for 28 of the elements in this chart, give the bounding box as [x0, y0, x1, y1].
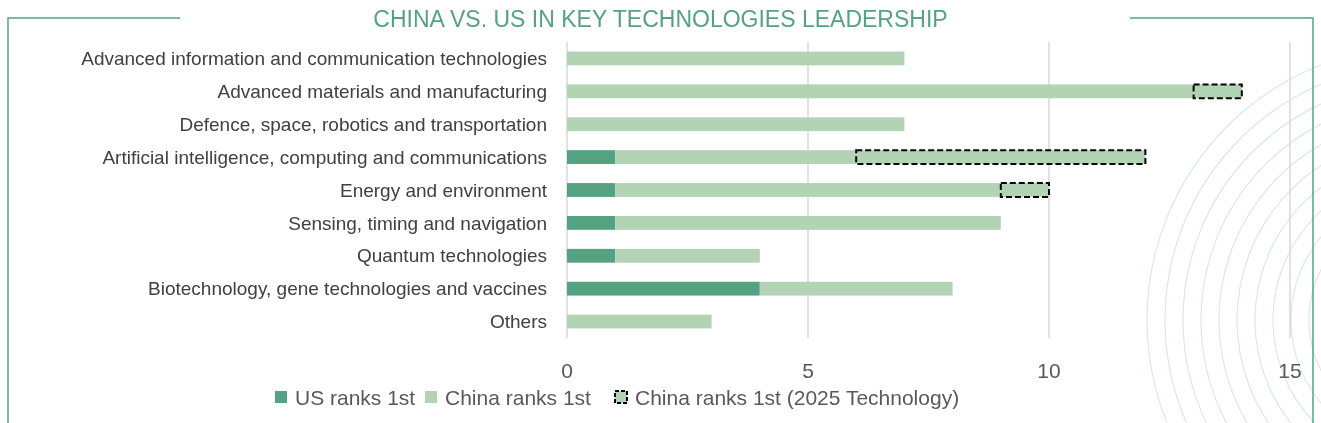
y-tick-label: Defence, space, robotics and transportation: [179, 113, 547, 135]
y-tick-label: Advanced information and communication technologies: [81, 48, 547, 70]
bar: [615, 215, 1001, 230]
bar: [615, 248, 760, 263]
x-tick-label: 10: [1037, 359, 1061, 382]
bar: [567, 314, 712, 329]
bar: [567, 117, 905, 132]
y-tick-label: Advanced materials and manufacturing: [217, 80, 547, 102]
bar: [567, 215, 616, 230]
y-tick-label: Biotechnology, gene technologies and vaccines: [148, 278, 547, 300]
y-tick-label: Quantum technologies: [356, 245, 547, 267]
chart-title: CHINA VS. US IN KEY TECHNOLOGIES LEADERSHIP: [373, 6, 948, 32]
bar: [567, 183, 616, 197]
x-tick-label: 5: [802, 359, 814, 382]
bar: [567, 150, 616, 165]
bar: [567, 248, 616, 263]
y-tick-label: Artificial intelligence, computing and communications: [102, 146, 547, 168]
x-tick-label: 15: [1278, 359, 1302, 382]
bar: [759, 281, 953, 296]
x-tick-label: 0: [561, 359, 573, 382]
legend-label: China ranks 1st (2025 Technology): [635, 386, 960, 409]
bar: [567, 51, 905, 66]
y-tick-label: Others: [489, 311, 547, 333]
y-tick-label: Energy and environment: [339, 179, 548, 201]
legend-label: China ranks 1st: [445, 386, 592, 409]
legend-label: US ranks 1st: [295, 386, 416, 409]
y-tick-label: Sensing, timing and navigation: [288, 212, 547, 234]
bar: [567, 281, 760, 296]
